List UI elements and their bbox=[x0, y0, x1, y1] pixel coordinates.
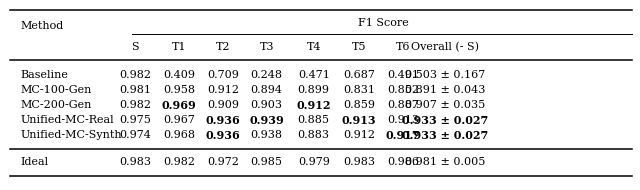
Text: 0.687: 0.687 bbox=[343, 70, 375, 80]
Text: 0.982: 0.982 bbox=[119, 100, 151, 110]
Text: Method: Method bbox=[20, 21, 63, 31]
Text: 0.967: 0.967 bbox=[163, 115, 195, 125]
Text: 0.913: 0.913 bbox=[342, 115, 376, 126]
Text: T1: T1 bbox=[172, 42, 186, 52]
Text: T4: T4 bbox=[307, 42, 321, 52]
Text: S: S bbox=[131, 42, 139, 52]
Text: Ideal: Ideal bbox=[20, 157, 49, 167]
Text: 0.936: 0.936 bbox=[205, 130, 240, 141]
Text: 0.981: 0.981 bbox=[119, 85, 151, 95]
Text: 0.903: 0.903 bbox=[251, 100, 283, 110]
Text: 0.985: 0.985 bbox=[251, 157, 283, 167]
Text: 0.912: 0.912 bbox=[343, 130, 375, 140]
Text: 0.958: 0.958 bbox=[163, 85, 195, 95]
Text: 0.968: 0.968 bbox=[163, 130, 195, 140]
Text: F1 Score: F1 Score bbox=[358, 18, 409, 28]
Text: 0.933 ± 0.027: 0.933 ± 0.027 bbox=[403, 130, 488, 141]
Text: 0.983: 0.983 bbox=[119, 157, 151, 167]
Text: 0.975: 0.975 bbox=[119, 115, 151, 125]
Text: 0.936: 0.936 bbox=[205, 115, 240, 126]
Text: 0.503 ± 0.167: 0.503 ± 0.167 bbox=[405, 70, 486, 80]
Text: Baseline: Baseline bbox=[20, 70, 68, 80]
Text: 0.981 ± 0.005: 0.981 ± 0.005 bbox=[405, 157, 486, 167]
Text: Unified-MC-Synth: Unified-MC-Synth bbox=[20, 130, 122, 140]
Text: Overall (- S): Overall (- S) bbox=[412, 42, 479, 52]
Text: 0.913: 0.913 bbox=[387, 115, 419, 125]
Text: T2: T2 bbox=[216, 42, 230, 52]
Text: 0.887: 0.887 bbox=[387, 100, 419, 110]
Text: 0.859: 0.859 bbox=[343, 100, 375, 110]
Text: 0.986: 0.986 bbox=[387, 157, 419, 167]
Text: 0.939: 0.939 bbox=[250, 115, 284, 126]
Text: 0.912: 0.912 bbox=[296, 100, 331, 111]
Text: 0.907 ± 0.035: 0.907 ± 0.035 bbox=[405, 100, 486, 110]
Text: 0.248: 0.248 bbox=[251, 70, 283, 80]
Text: 0.982: 0.982 bbox=[119, 70, 151, 80]
Text: 0.883: 0.883 bbox=[298, 130, 330, 140]
Text: T6: T6 bbox=[396, 42, 410, 52]
Text: 0.938: 0.938 bbox=[251, 130, 283, 140]
Text: Unified-MC-Real: Unified-MC-Real bbox=[20, 115, 114, 125]
Text: 0.471: 0.471 bbox=[298, 70, 330, 80]
Text: 0.972: 0.972 bbox=[207, 157, 239, 167]
Text: 0.982: 0.982 bbox=[163, 157, 195, 167]
Text: 0.979: 0.979 bbox=[298, 157, 330, 167]
Text: 0.899: 0.899 bbox=[298, 85, 330, 95]
Text: T5: T5 bbox=[351, 42, 366, 52]
Text: 0.885: 0.885 bbox=[298, 115, 330, 125]
Text: 0.933 ± 0.027: 0.933 ± 0.027 bbox=[403, 115, 488, 126]
Text: T3: T3 bbox=[259, 42, 274, 52]
Text: 0.409: 0.409 bbox=[163, 70, 195, 80]
Text: MC-200-Gen: MC-200-Gen bbox=[20, 100, 92, 110]
Text: 0.912: 0.912 bbox=[207, 85, 239, 95]
Text: 0.709: 0.709 bbox=[207, 70, 239, 80]
Text: 0.983: 0.983 bbox=[343, 157, 375, 167]
Text: 0.969: 0.969 bbox=[161, 100, 196, 111]
Text: 0.831: 0.831 bbox=[343, 85, 375, 95]
Text: 0.852: 0.852 bbox=[387, 85, 419, 95]
Text: 0.491: 0.491 bbox=[387, 70, 419, 80]
Text: 0.891 ± 0.043: 0.891 ± 0.043 bbox=[405, 85, 486, 95]
Text: 0.917: 0.917 bbox=[385, 130, 420, 141]
Text: 0.894: 0.894 bbox=[251, 85, 283, 95]
Text: 0.974: 0.974 bbox=[119, 130, 151, 140]
Text: MC-100-Gen: MC-100-Gen bbox=[20, 85, 92, 95]
Text: 0.909: 0.909 bbox=[207, 100, 239, 110]
